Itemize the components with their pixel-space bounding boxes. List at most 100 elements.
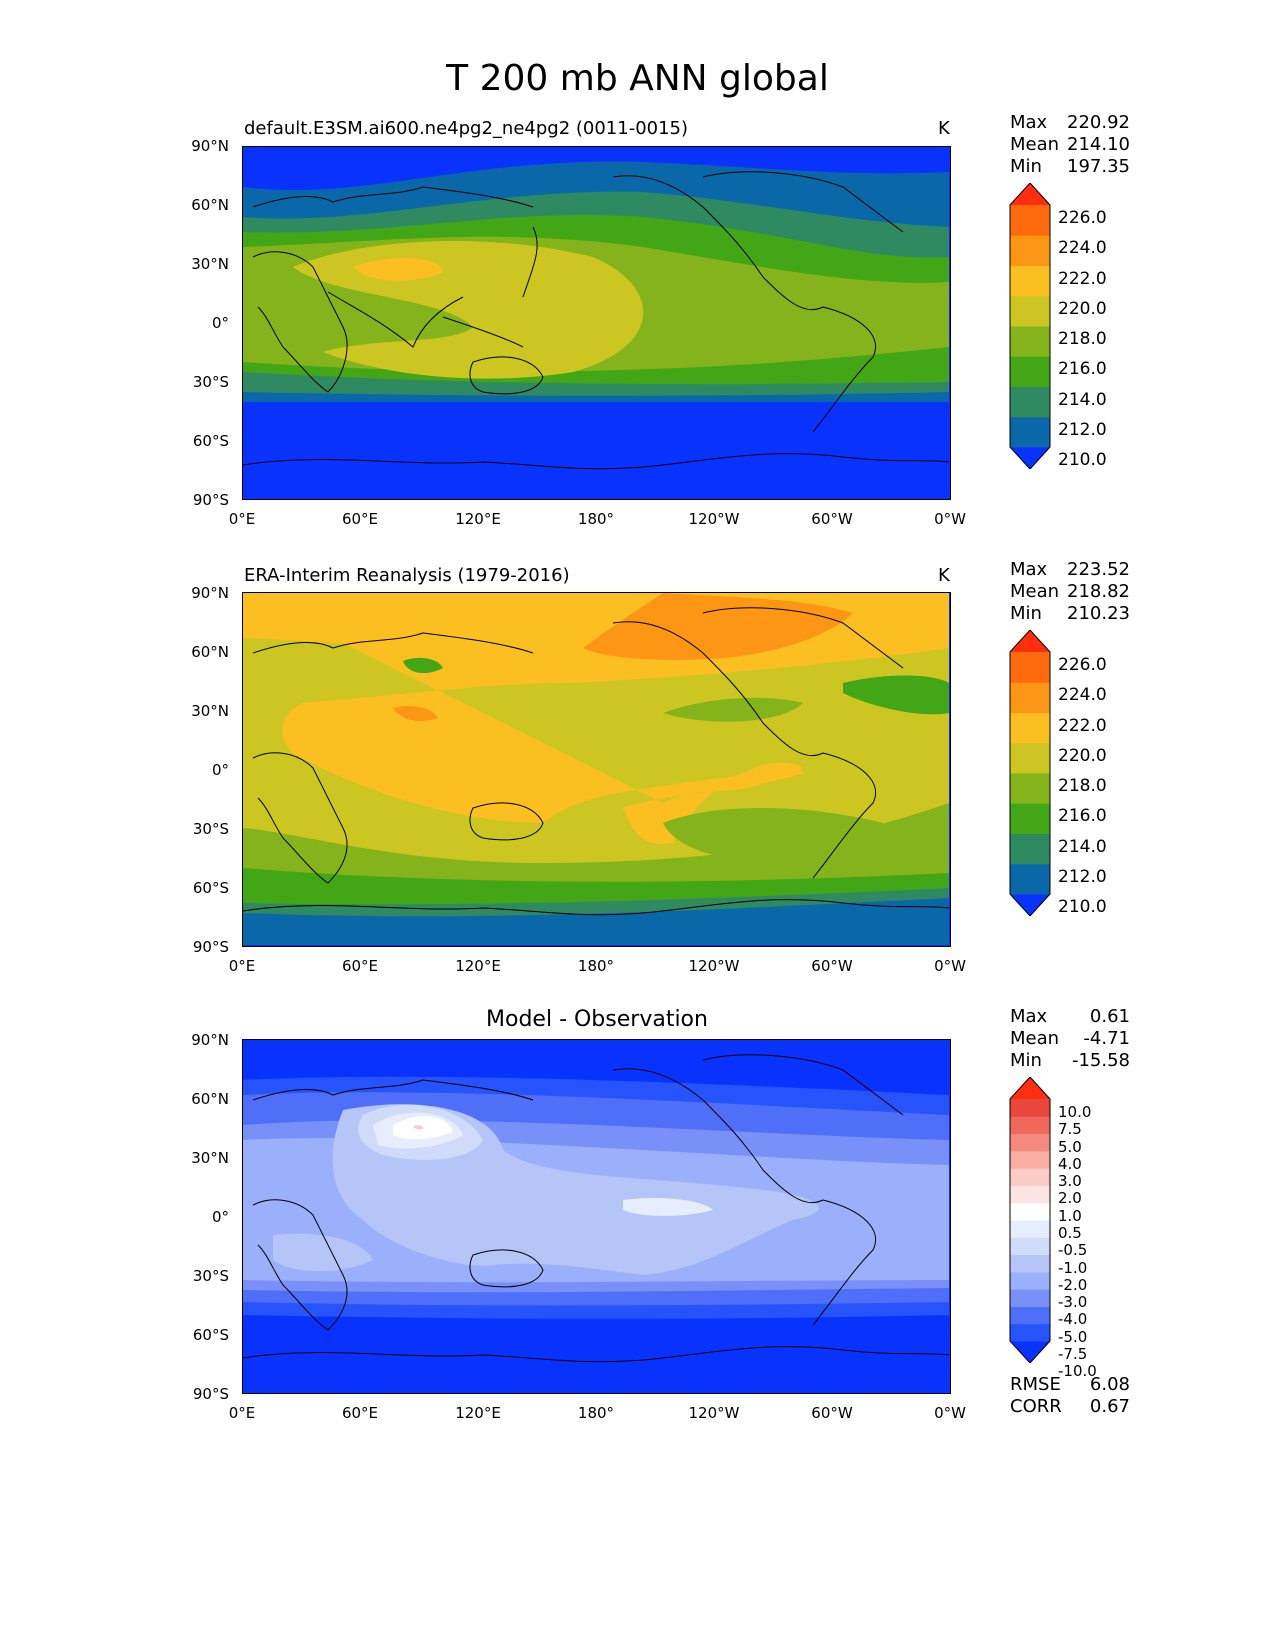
stat-label: Mean bbox=[1010, 134, 1060, 155]
stat-mean: 218.82 bbox=[1067, 581, 1130, 602]
colorbar-segment bbox=[1010, 1133, 1050, 1152]
colorbar-outline bbox=[1009, 630, 1051, 916]
colorbar-outline bbox=[1009, 183, 1051, 469]
stat-label: Mean bbox=[1010, 1028, 1060, 1049]
colorbar-segment bbox=[1010, 863, 1050, 895]
colorbar-tick-label: 210.0 bbox=[1058, 450, 1107, 470]
metric-rmse: 6.08 bbox=[1089, 1374, 1130, 1395]
colorbar-segment bbox=[1010, 742, 1050, 774]
panel-3-contours bbox=[243, 1040, 949, 1392]
colorbar-segment bbox=[1010, 1116, 1050, 1135]
colorbar-tick-label: -0.5 bbox=[1058, 1241, 1088, 1260]
lon-tick: 60°W bbox=[811, 957, 853, 975]
colorbar-tick-label: 214.0 bbox=[1058, 389, 1107, 410]
colorbar-segment bbox=[1010, 1306, 1050, 1325]
lon-tick: 120°W bbox=[688, 1404, 740, 1422]
lat-tick: 0° bbox=[211, 1208, 229, 1226]
colorbar-tick-label: 222.0 bbox=[1058, 268, 1107, 289]
panel-2-stats: Max 223.52 Mean 218.82 Min 210.23 bbox=[1010, 559, 1130, 625]
lat-tick: 90°S bbox=[192, 938, 229, 956]
colorbar-extend-min bbox=[1010, 894, 1050, 916]
stat-min: -15.58 bbox=[1071, 1050, 1130, 1071]
lat-tick: 0° bbox=[211, 761, 229, 779]
lat-tick: 60°S bbox=[192, 432, 229, 450]
lon-tick: 60°E bbox=[341, 510, 379, 528]
lon-tick: 120°E bbox=[455, 510, 501, 528]
panel-1-title: default.E3SM.ai600.ne4pg2_ne4pg2 (0011-0… bbox=[244, 118, 689, 139]
panel-2-contours bbox=[243, 593, 949, 945]
lat-tick: 30°N bbox=[191, 1149, 229, 1167]
colorbar-tick-label: 0.5 bbox=[1058, 1224, 1082, 1242]
panel-1-colorbar bbox=[1009, 183, 1051, 469]
lon-tick: 0°W bbox=[934, 1404, 966, 1422]
stat-max: 223.52 bbox=[1067, 559, 1130, 580]
colorbar-segment bbox=[1010, 1254, 1050, 1273]
stat-mean: -4.71 bbox=[1083, 1028, 1130, 1049]
stat-label: Min bbox=[1010, 1050, 1042, 1071]
colorbar-segment bbox=[1010, 1099, 1050, 1117]
colorbar-tick-label: 218.0 bbox=[1058, 776, 1107, 796]
panel-3-colorbar bbox=[1009, 1077, 1051, 1363]
colorbar-segment bbox=[1010, 773, 1050, 804]
stat-label: Mean bbox=[1010, 581, 1060, 602]
colorbar-segment bbox=[1010, 326, 1050, 357]
colorbar-tick-label: -1.0 bbox=[1058, 1258, 1088, 1277]
colorbar-tick-label: 226.0 bbox=[1058, 655, 1107, 675]
lat-tick: 90°S bbox=[192, 491, 229, 509]
colorbar-tick-label: -10.0 bbox=[1058, 1362, 1097, 1381]
lat-tick: 60°N bbox=[191, 643, 229, 661]
colorbar-tick-label: 220.0 bbox=[1058, 745, 1107, 766]
colorbar-extend-min bbox=[1010, 1341, 1050, 1363]
lat-tick: 30°S bbox=[192, 1267, 229, 1285]
lon-tick: 0°E bbox=[228, 510, 256, 528]
lat-tick: 60°N bbox=[191, 196, 229, 214]
panel-2-map bbox=[242, 592, 951, 947]
lon-tick: 60°E bbox=[341, 957, 379, 975]
colorbar-segment bbox=[1010, 295, 1050, 327]
lat-tick: 60°N bbox=[191, 1090, 229, 1108]
colorbar-tick-label: 220.0 bbox=[1058, 298, 1107, 319]
lat-tick: 0° bbox=[211, 314, 229, 332]
lat-tick: 60°S bbox=[192, 879, 229, 897]
colorbar-tick-label: 210.0 bbox=[1058, 897, 1107, 917]
colorbar-tick-label: -5.0 bbox=[1058, 1327, 1088, 1346]
colorbar-segment bbox=[1010, 1323, 1050, 1342]
colorbar-extend-max bbox=[1010, 183, 1050, 205]
colorbar-tick-label: 224.0 bbox=[1058, 685, 1107, 706]
panel-1-stats: Max 220.92 Mean 214.10 Min 197.35 bbox=[1010, 112, 1130, 178]
colorbar-extend-max bbox=[1010, 630, 1050, 652]
colorbar-segment bbox=[1010, 833, 1050, 865]
panel-3-stats: Max 0.61 Mean -4.71 Min -15.58 bbox=[1010, 1006, 1130, 1072]
figure-title: T 200 mb ANN global bbox=[446, 58, 829, 99]
colorbar-extend-min bbox=[1010, 447, 1050, 469]
lon-tick: 180° bbox=[577, 957, 615, 975]
colorbar-segment bbox=[1010, 1289, 1050, 1307]
colorbar-tick-label: 226.0 bbox=[1058, 208, 1107, 228]
colorbar-segment bbox=[1010, 416, 1050, 448]
colorbar-segment bbox=[1010, 1220, 1050, 1238]
colorbar-tick-label: 212.0 bbox=[1058, 866, 1107, 887]
colorbar-tick-label: 5.0 bbox=[1058, 1137, 1082, 1156]
colorbar-tick-label: 222.0 bbox=[1058, 715, 1107, 736]
lat-tick: 90°N bbox=[191, 1031, 229, 1049]
panel-2-colorbar bbox=[1009, 630, 1051, 916]
stat-mean: 214.10 bbox=[1067, 134, 1130, 155]
stat-label: Min bbox=[1010, 603, 1042, 624]
lat-tick: 90°N bbox=[191, 584, 229, 602]
colorbar-segment bbox=[1010, 205, 1050, 236]
lat-tick: 30°N bbox=[191, 702, 229, 720]
panel-3-metrics: RMSE 6.08 CORR 0.67 bbox=[1010, 1374, 1130, 1418]
lon-tick: 0°W bbox=[934, 510, 966, 528]
stat-max: 0.61 bbox=[1089, 1006, 1130, 1027]
stat-label: Max bbox=[1010, 112, 1048, 133]
colorbar-segment bbox=[1010, 803, 1050, 834]
panel-3-title: Model - Observation bbox=[486, 1007, 708, 1032]
panel-2-units: K bbox=[938, 565, 950, 586]
lon-tick: 0°W bbox=[934, 957, 966, 975]
colorbar-tick-label: -3.0 bbox=[1058, 1293, 1088, 1312]
colorbar-segment bbox=[1010, 1168, 1050, 1186]
stat-label: Max bbox=[1010, 1006, 1048, 1027]
colorbar-segment bbox=[1010, 1271, 1050, 1290]
panel-1-units: K bbox=[938, 118, 950, 139]
colorbar-segment bbox=[1010, 235, 1050, 266]
